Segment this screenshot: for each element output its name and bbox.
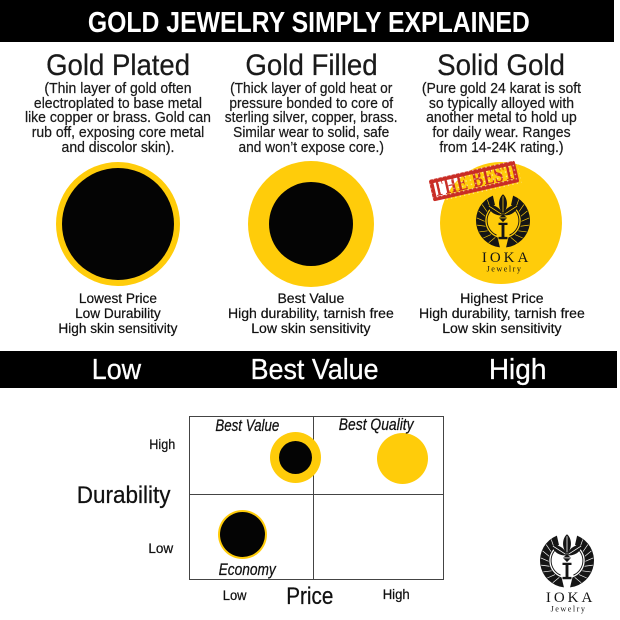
svg-text:Jewelry: Jewelry	[487, 264, 523, 273]
svg-text:IOKA: IOKA	[482, 250, 531, 266]
svg-text:IOKA: IOKA	[546, 590, 596, 606]
svg-text:Jewelry: Jewelry	[551, 604, 587, 613]
